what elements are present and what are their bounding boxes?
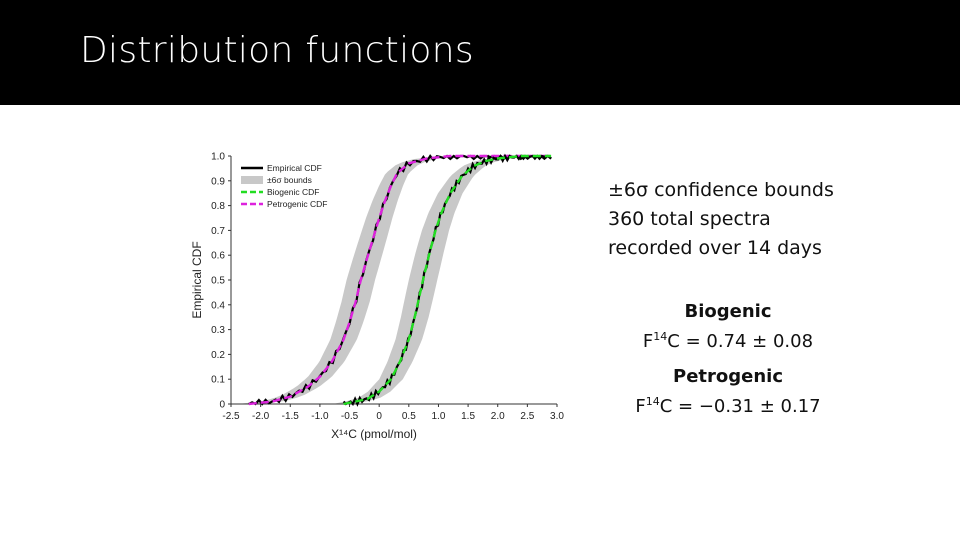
x-tick-label: 2.5 bbox=[520, 411, 534, 422]
y-tick-label: 0.2 bbox=[211, 350, 225, 361]
x-tick-label: 2.0 bbox=[491, 411, 505, 422]
legend-label: Empirical CDF bbox=[267, 163, 322, 173]
x-tick-label: -1.0 bbox=[311, 411, 329, 422]
x-axis-label: X¹⁴C (pmol/mol) bbox=[331, 427, 417, 441]
x-tick-label: -2.5 bbox=[222, 411, 240, 422]
x-tick-label: -1.5 bbox=[282, 411, 300, 422]
info-line-bounds: ±6σ confidence bounds bbox=[608, 179, 834, 201]
info-line-spectra: 360 total spectra bbox=[608, 208, 771, 230]
x-tick-label: 0.5 bbox=[402, 411, 416, 422]
petrogenic-value: F14C = −0.31 ± 0.17 bbox=[635, 395, 821, 417]
cdf-chart: -2.5 -2.0 -1.5 -1.0 -0.5 0 0.5 1.0 1.5 2.0 2.5 3.0 0… bbox=[190, 152, 564, 442]
petrogenic-cdf-line bbox=[248, 154, 552, 406]
y-tick-label: 0.8 bbox=[211, 201, 225, 212]
slide-title: Distribution functions bbox=[80, 30, 474, 71]
info-line-days: recorded over 14 days bbox=[608, 237, 822, 259]
y-tick-label: 0.9 bbox=[211, 176, 225, 187]
y-axis-label: Empirical CDF bbox=[190, 241, 204, 318]
x-tick-label: 1.0 bbox=[432, 411, 446, 422]
biogenic-value: F14C = 0.74 ± 0.08 bbox=[642, 330, 814, 352]
confidence-bands bbox=[238, 156, 533, 404]
y-tick-label: 0.5 bbox=[211, 276, 225, 287]
legend-label: ±6σ bounds bbox=[267, 175, 312, 185]
bounds-band-1 bbox=[332, 156, 533, 404]
x-tick-label: 1.5 bbox=[461, 411, 475, 422]
title-bar: Distribution functions bbox=[0, 0, 960, 105]
y-tick-label: 1.0 bbox=[211, 152, 225, 163]
x-tick-label: -0.5 bbox=[341, 411, 359, 422]
chart-legend: Empirical CDF ±6σ bounds Biogenic CDF Petro… bbox=[241, 163, 327, 209]
legend-swatch bbox=[241, 176, 263, 184]
legend-label: Petrogenic CDF bbox=[267, 199, 327, 209]
axis-ticks: -2.5 -2.0 -1.5 -1.0 -0.5 0 0.5 1.0 1.5 2.0 2.5 3.0 0… bbox=[211, 152, 564, 423]
info-block: ±6σ confidence bounds 360 total spectra … bbox=[608, 176, 908, 263]
results-block: Biogenic F14C = 0.74 ± 0.08 Petrogenic F… bbox=[608, 300, 848, 430]
legend-biogenic: Biogenic CDF bbox=[241, 187, 319, 197]
x-tick-label: 3.0 bbox=[550, 411, 564, 422]
y-tick-label: 0.4 bbox=[211, 300, 225, 311]
legend-bounds: ±6σ bounds bbox=[241, 175, 312, 185]
petrogenic-label: Petrogenic bbox=[673, 366, 783, 387]
cdf-curves bbox=[248, 153, 552, 407]
y-tick-label: 0 bbox=[219, 400, 225, 411]
legend-petrogenic: Petrogenic CDF bbox=[241, 199, 327, 209]
y-tick-label: 0.7 bbox=[211, 226, 225, 237]
legend-label: Biogenic CDF bbox=[267, 187, 319, 197]
y-tick-label: 0.1 bbox=[211, 375, 225, 386]
x-tick-label: 0 bbox=[376, 411, 382, 422]
legend-empirical: Empirical CDF bbox=[241, 163, 322, 173]
bounds-band-0 bbox=[238, 156, 461, 404]
x-tick-label: -2.0 bbox=[252, 411, 270, 422]
y-tick-label: 0.6 bbox=[211, 251, 225, 262]
biogenic-label: Biogenic bbox=[684, 301, 772, 322]
biogenic-cdf-line bbox=[343, 154, 552, 406]
y-tick-label: 0.3 bbox=[211, 325, 225, 336]
